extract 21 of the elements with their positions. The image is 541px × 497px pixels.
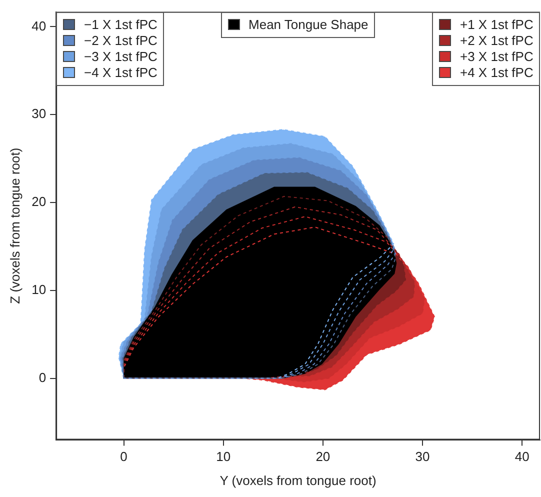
y-tick-label: 40 [32, 18, 46, 34]
legend-label: −3 X 1st fPC [84, 49, 158, 64]
y-tick-label: 30 [32, 106, 46, 122]
y-tick-label: 20 [32, 194, 46, 210]
x-tick-label: 20 [316, 449, 330, 464]
y-tick-label: 0 [38, 370, 46, 385]
x-tick-label: 40 [514, 449, 530, 464]
x-tick-label: 10 [216, 449, 231, 464]
legend-label: +4 X 1st fPC [460, 65, 534, 80]
x-tick-label: 0 [120, 449, 128, 464]
legend-label: Mean Tongue Shape [248, 17, 368, 32]
legend-label: −2 X 1st fPC [84, 33, 158, 48]
legend-label: +1 X 1st fPC [460, 17, 534, 32]
y-tick-label: 10 [32, 282, 46, 297]
legend-label: −1 X 1st fPC [84, 17, 158, 32]
x-axis-title: Y (voxels from tongue root) [220, 472, 376, 488]
legend-label: −4 X 1st fPC [84, 65, 158, 80]
y-axis-title: Z (voxels from tongue root) [7, 148, 22, 304]
legend-label: +3 X 1st fPC [460, 49, 534, 64]
x-tick-label: 30 [415, 449, 430, 464]
legend-label: +2 X 1st fPC [460, 33, 534, 48]
